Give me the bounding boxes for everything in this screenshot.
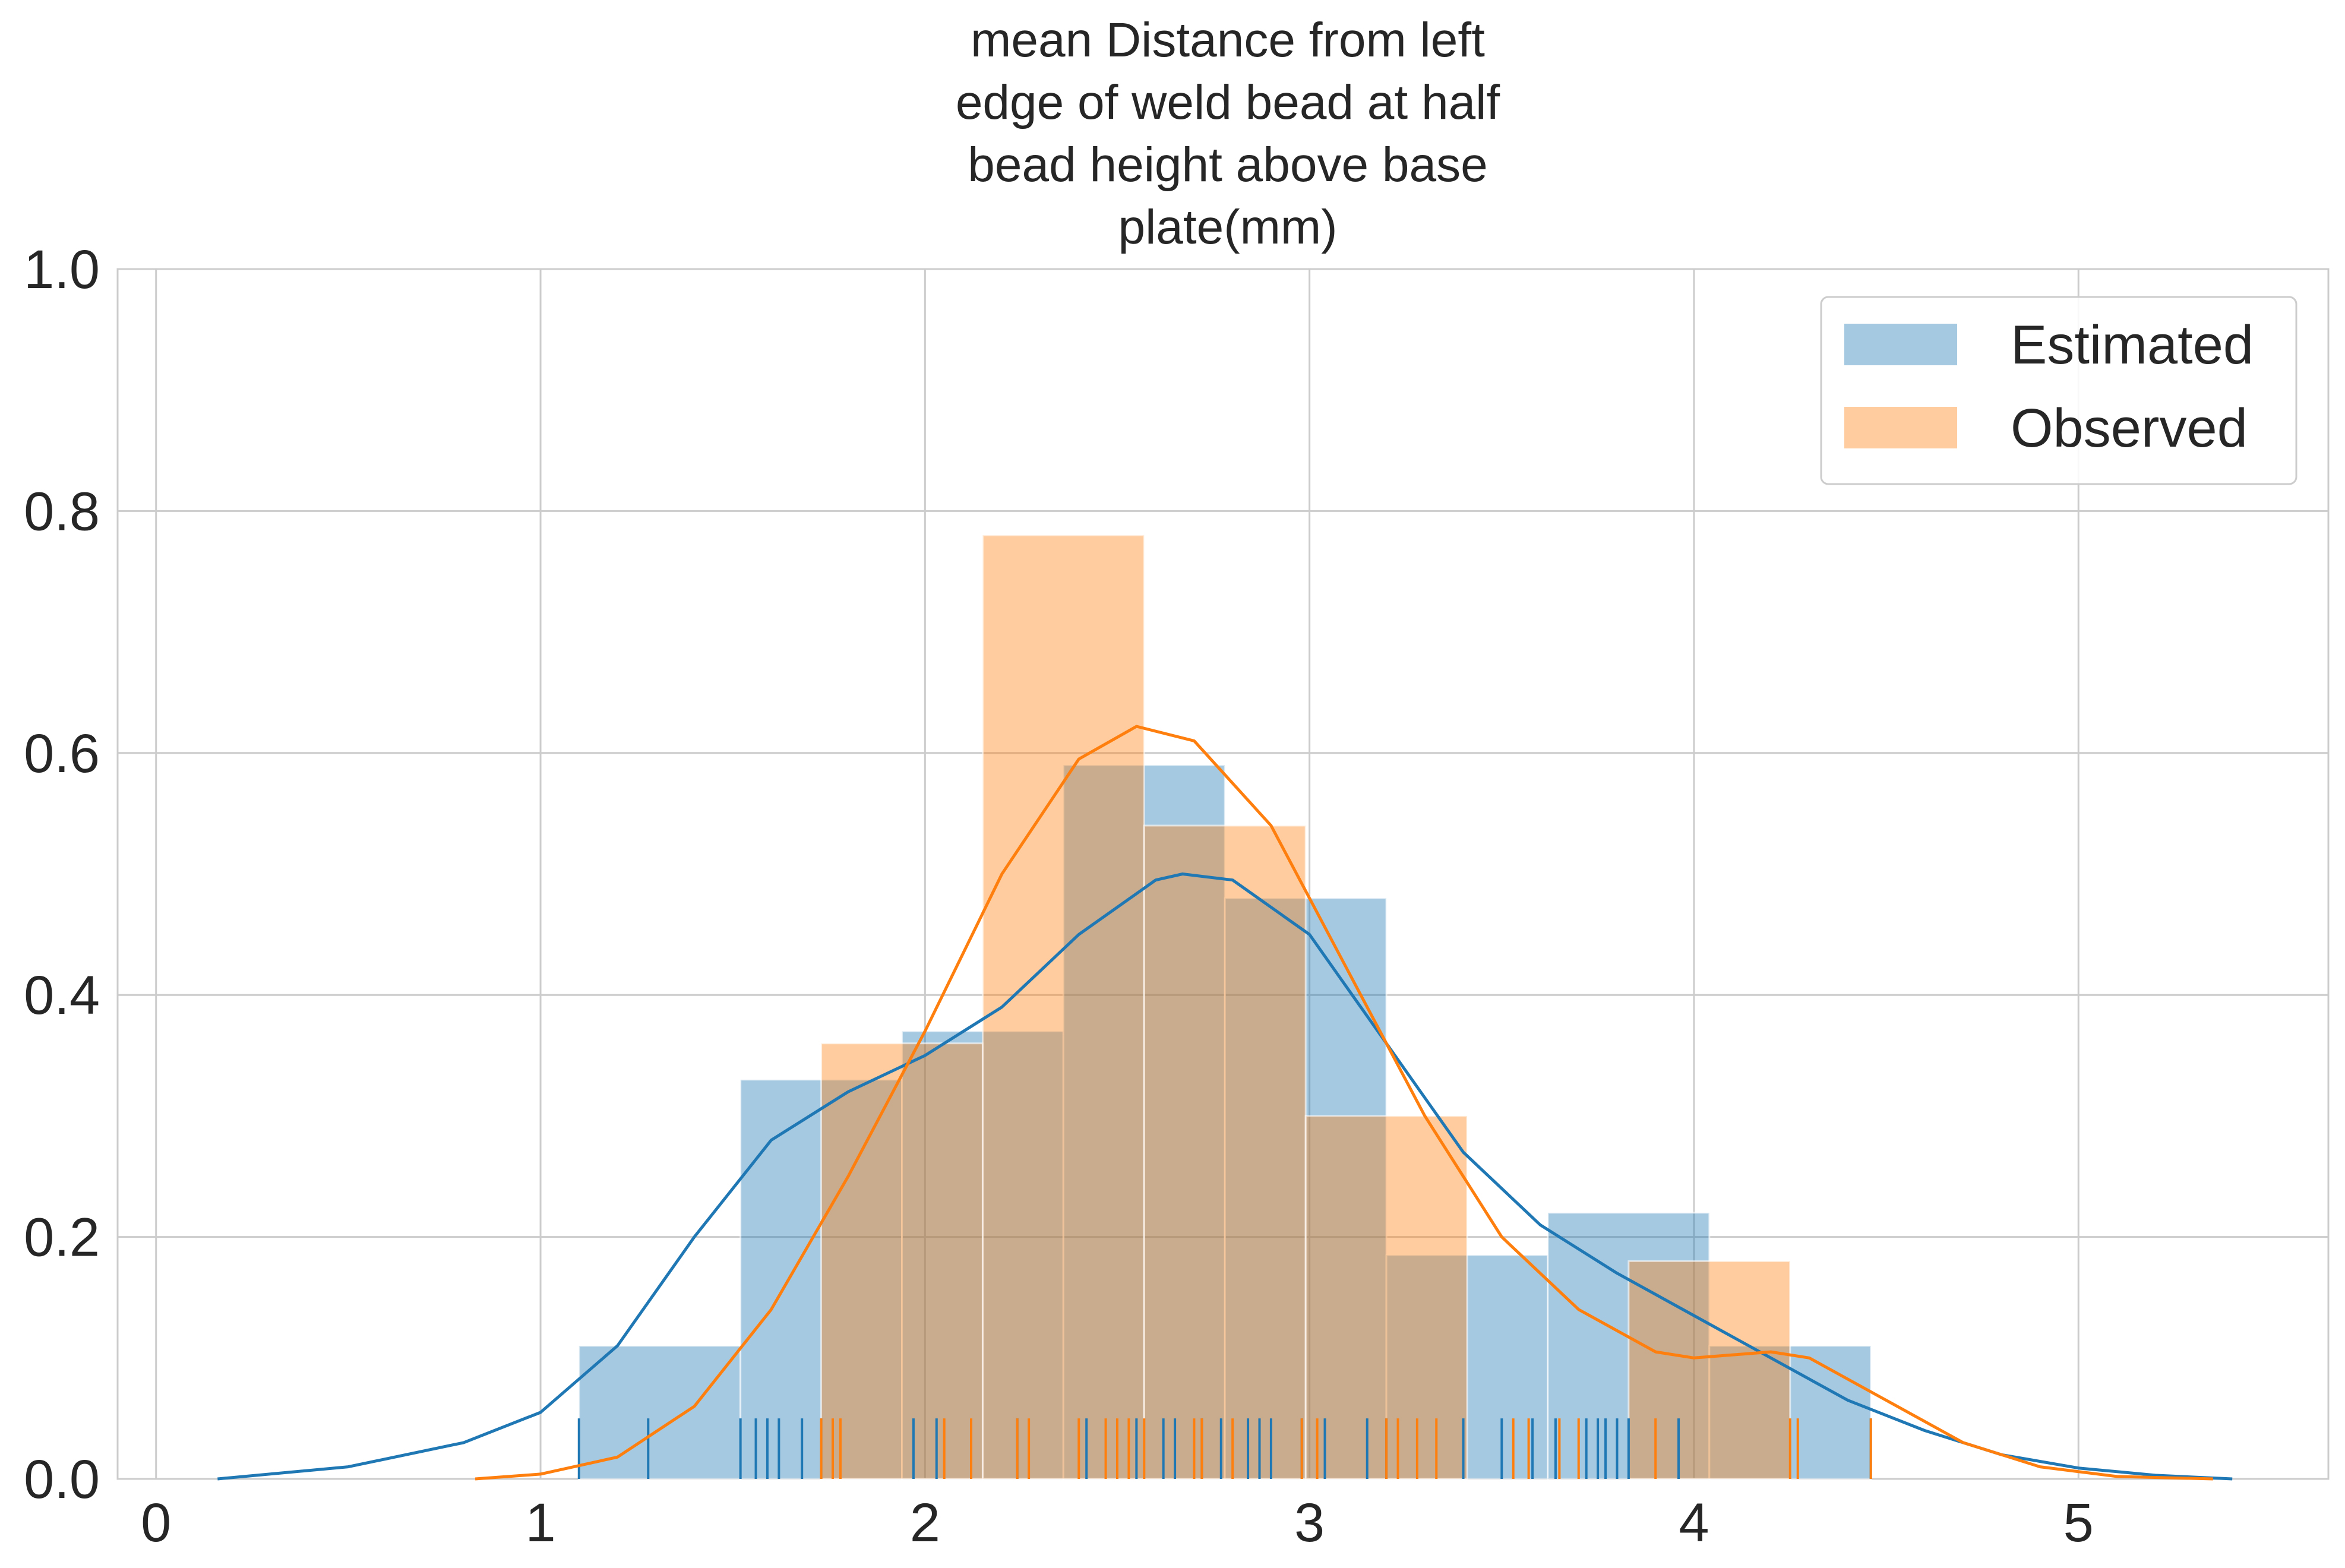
grid-lines [118, 268, 2328, 1480]
x-tick-label-3: 3 [1294, 1493, 1325, 1553]
legend-swatch-estimated [1844, 324, 1957, 365]
y-tick-label-5: 1.0 [24, 239, 100, 300]
x-tick-label-1: 1 [525, 1493, 555, 1553]
y-tick-label-0: 0.0 [24, 1449, 100, 1510]
legend-label-observed: Observed [2011, 398, 2248, 459]
x-axis-ticks: 0 1 2 3 4 5 [141, 1493, 2094, 1553]
observed-bars [820, 534, 1791, 1480]
x-tick-label-2: 2 [910, 1493, 940, 1553]
title-line-1: mean Distance from left [971, 13, 1485, 67]
x-tick-label-4: 4 [1679, 1493, 1709, 1553]
x-tick-label-0: 0 [141, 1493, 171, 1553]
x-tick-label-5: 5 [2063, 1493, 2094, 1553]
y-tick-label-3: 0.6 [24, 723, 100, 784]
title-line-4: plate(mm) [1118, 200, 1337, 254]
observed-bar-0 [820, 1042, 984, 1480]
kde-lines [217, 725, 2233, 1481]
legend-swatch-observed [1844, 407, 1957, 448]
observed-bar-2 [1143, 824, 1307, 1480]
y-tick-label-1: 0.2 [24, 1207, 100, 1268]
legend-box [1820, 296, 2297, 485]
observed-kde-line [475, 725, 2213, 1481]
legend-label-estimated: Estimated [2011, 315, 2254, 375]
chart-title: mean Distance from left edge of weld bea… [956, 13, 1500, 254]
title-line-2: edge of weld bead at half [956, 75, 1500, 129]
legend: Estimated Observed [1820, 296, 2297, 485]
title-line-3: bead height above base [968, 138, 1487, 192]
y-axis-ticks: 0.0 0.2 0.4 0.6 0.8 1.0 [24, 239, 100, 1510]
estimated-bar-0 [578, 1345, 742, 1480]
observed-bar-1 [981, 534, 1145, 1480]
y-tick-label-4: 0.8 [24, 481, 100, 542]
y-tick-label-2: 0.4 [24, 965, 100, 1026]
estimated-kde-line [217, 872, 2233, 1481]
observed-rug [820, 1418, 1872, 1479]
